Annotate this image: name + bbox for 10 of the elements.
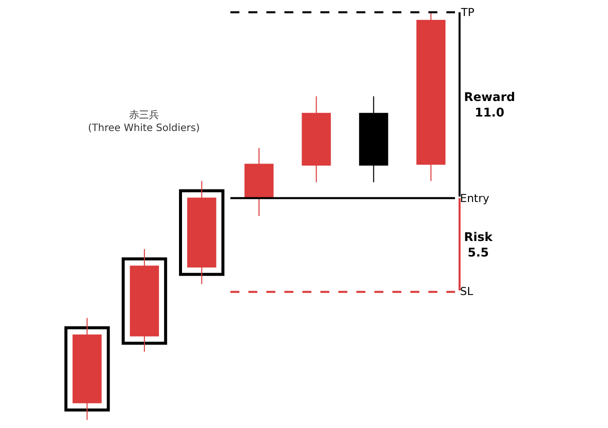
text: Reward 11.0 (464, 90, 516, 120)
candlestick (244, 147, 274, 217)
ref-line-label: TP (460, 6, 475, 19)
text: Risk 5.5 (464, 230, 494, 260)
candlestick (302, 96, 331, 183)
ref-line-label: SL (460, 285, 474, 298)
candlestick (416, 12, 446, 182)
ref-line-label: Entry (460, 192, 490, 205)
candlestick (359, 96, 388, 183)
annotation: 赤三兵 (Three White Soldiers) (88, 109, 200, 134)
